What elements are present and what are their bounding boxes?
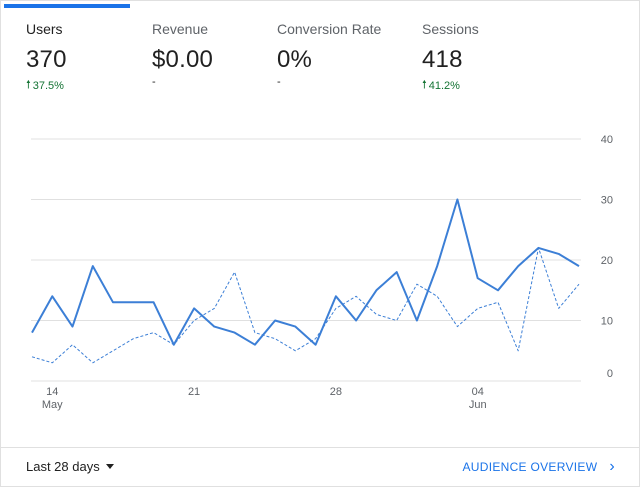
series-line-current-period (31, 198, 580, 346)
chevron-right-icon: › (609, 458, 615, 475)
metric-delta: 🠕 37.5% (26, 76, 67, 95)
metric-label: Sessions (422, 21, 479, 37)
x-tick-label: 28 (330, 386, 342, 398)
date-range-label: Last 28 days (26, 459, 100, 474)
metric-label: Revenue (152, 21, 209, 37)
x-tick-month-label: May (42, 399, 63, 411)
delta-value: - (152, 76, 156, 88)
metric-value: 418 (422, 46, 463, 73)
metric-tab-revenue[interactable]: Revenue $0.00 - (152, 21, 213, 88)
caret-down-icon (105, 464, 114, 469)
metric-value: 0% (277, 46, 313, 73)
y-tick-label: 10 (601, 316, 613, 328)
metric-label: Conversion Rate (277, 21, 382, 37)
audience-overview-label: AUDIENCE OVERVIEW (462, 460, 598, 474)
chart-series (31, 198, 580, 364)
active-tab-indicator (4, 4, 130, 8)
metric-value: 370 (26, 46, 67, 73)
metric-label: Users (26, 21, 63, 37)
chart-grid (31, 138, 581, 382)
metric-tab-conversion-rate[interactable]: Conversion Rate 0% - (277, 21, 381, 88)
x-tick-label: 21 (188, 386, 200, 398)
metric-tab-sessions[interactable]: Sessions 418 🠕 41.2% (422, 21, 479, 95)
metric-delta: 🠕 41.2% (422, 76, 479, 95)
series-line-previous-period (31, 247, 580, 364)
audience-overview-link[interactable]: AUDIENCE OVERVIEW › (462, 458, 615, 475)
y-tick-label: 20 (601, 255, 613, 267)
x-tick-month-label: Jun (469, 399, 487, 411)
y-tick-label: 0 (607, 368, 613, 380)
x-tick-label: 14 (46, 386, 58, 398)
y-axis-ticks: 0 10 20 30 40 (601, 134, 613, 380)
y-tick-label: 30 (601, 195, 613, 207)
card-footer: Last 28 days AUDIENCE OVERVIEW › (1, 447, 639, 487)
y-tick-label: 40 (601, 134, 613, 146)
arrow-up-icon: 🠕 (422, 79, 427, 91)
x-tick-label: 04 (472, 386, 484, 398)
metric-value: $0.00 (152, 46, 214, 73)
date-range-dropdown[interactable]: Last 28 days (26, 459, 114, 474)
metric-tab-users[interactable]: Users 370 🠕 37.5% (26, 21, 67, 95)
delta-value: 41.2% (428, 79, 460, 92)
delta-value: 37.5% (32, 79, 64, 92)
arrow-up-icon: 🠕 (26, 79, 31, 91)
delta-value: - (277, 76, 281, 88)
